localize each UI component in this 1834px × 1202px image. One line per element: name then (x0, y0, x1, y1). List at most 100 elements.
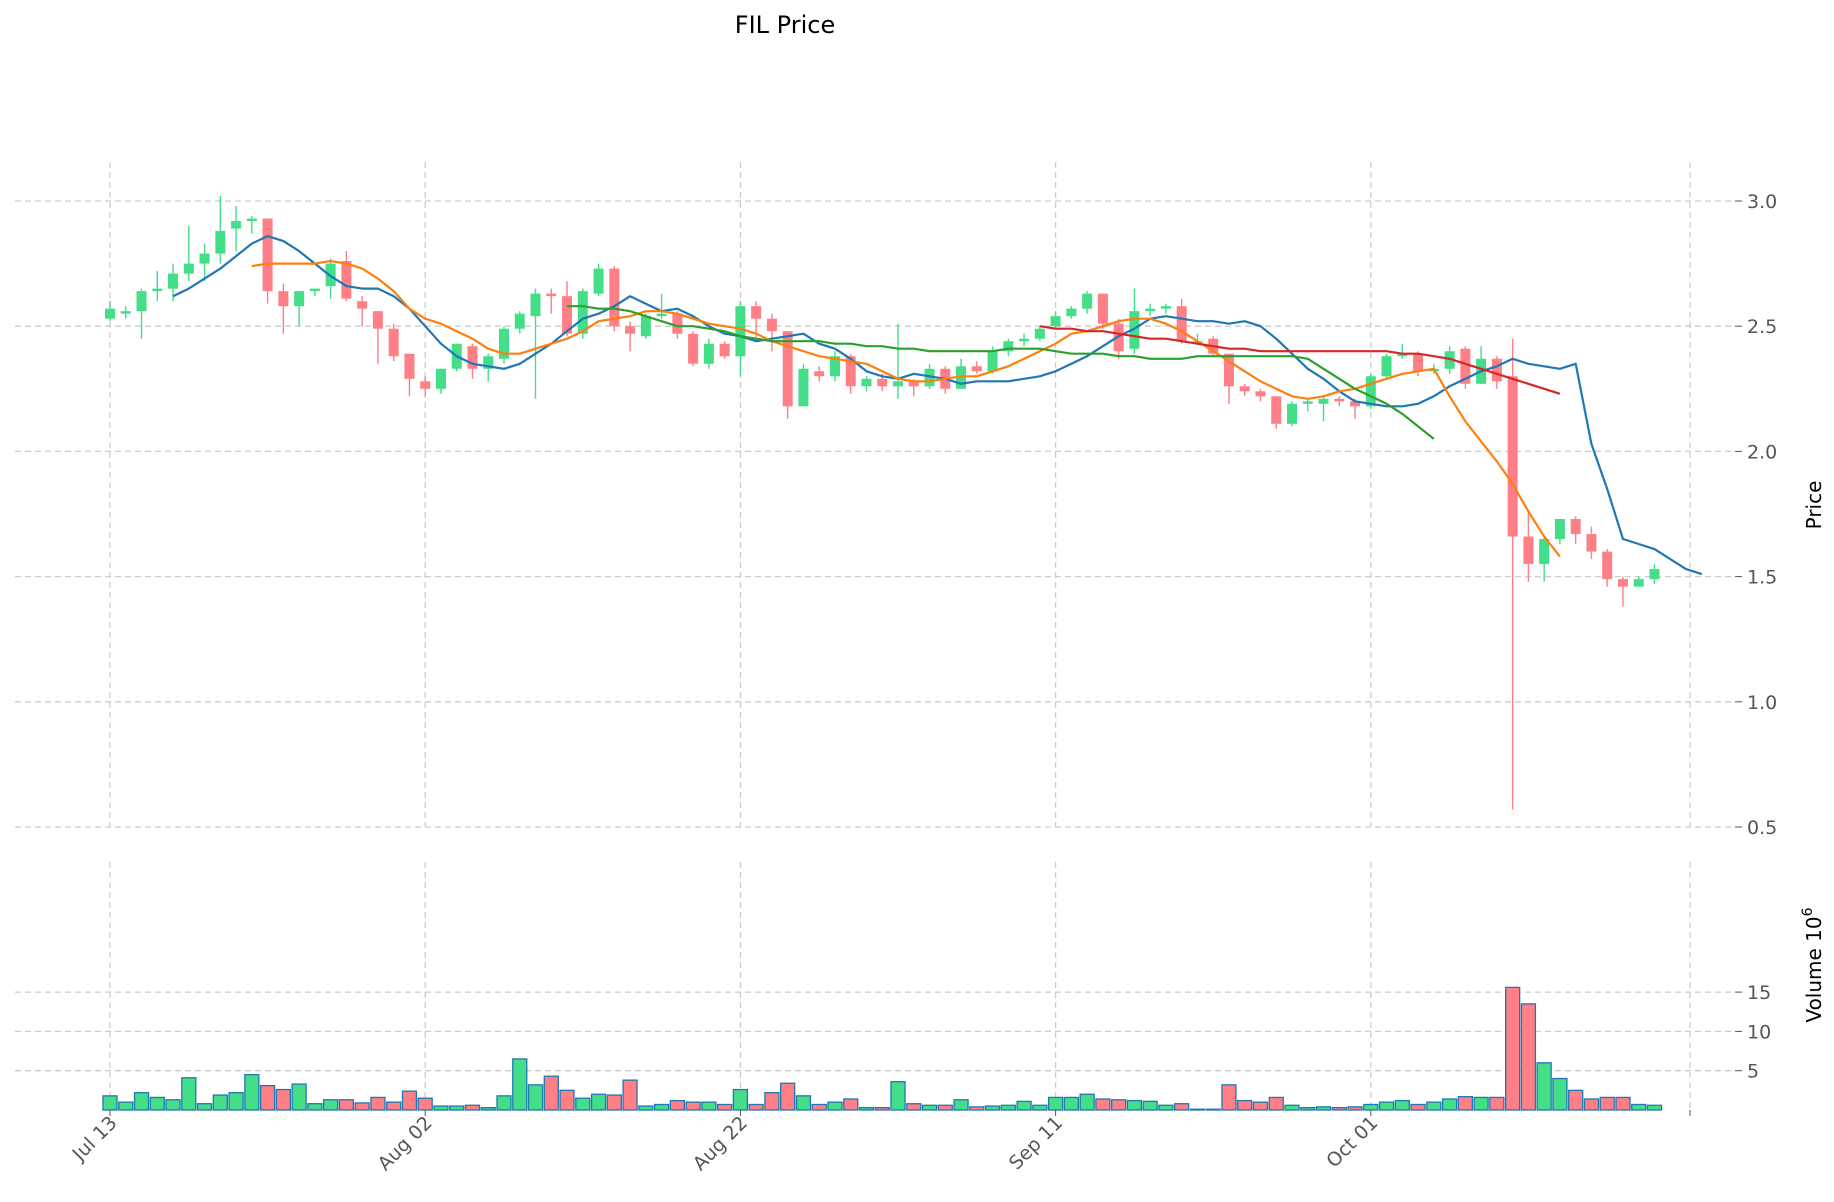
volume-bar (575, 1097, 591, 1111)
candle-body (861, 378, 872, 387)
volume-bar (1520, 1003, 1537, 1111)
volume-bar (1000, 1104, 1016, 1111)
candle-body (262, 218, 273, 292)
moving-average-layer (172, 235, 1703, 576)
candle-body (956, 366, 967, 389)
volume-bar (1631, 1103, 1647, 1111)
volume-bar (291, 1083, 307, 1111)
date-tick-label: Jul 13 (68, 1112, 122, 1166)
candle-body (1050, 316, 1061, 327)
volume-bar (1473, 1096, 1489, 1111)
volume-bar (1110, 1099, 1127, 1111)
candle-body (1350, 401, 1361, 407)
candle-body (1223, 353, 1234, 387)
candle-body (1539, 539, 1550, 565)
candle-body (1129, 311, 1140, 349)
volume-bar (1221, 1084, 1237, 1111)
volume-bar (1457, 1095, 1474, 1111)
date-tick-label: Sep 11 (1005, 1112, 1067, 1174)
volume-bar (559, 1089, 575, 1111)
candle-body (845, 356, 856, 387)
volume-bar (496, 1095, 512, 1111)
volume-bar (181, 1077, 197, 1111)
volume-bar (480, 1106, 496, 1111)
candle-body (1602, 551, 1613, 580)
price-axis-label: Price (1802, 481, 1826, 530)
candle-body (136, 291, 147, 312)
volume-bar (165, 1099, 181, 1111)
candle-body (357, 301, 368, 309)
candle-body (751, 306, 762, 319)
volume-bar (449, 1105, 465, 1111)
price-tick-label: 0.5 (1747, 817, 1777, 839)
volume-bar (874, 1106, 890, 1111)
volume-bar (1142, 1100, 1158, 1111)
candle-body (530, 293, 541, 317)
candle-body (1019, 338, 1030, 342)
volume-bar (196, 1103, 213, 1111)
volume-bar (1174, 1103, 1190, 1111)
volume-axis-label-text: Volume (1802, 948, 1826, 1022)
volume-tick-label: 10 (1747, 1021, 1771, 1043)
moving-average-line (172, 235, 1703, 576)
date-tick-label: Aug 22 (689, 1112, 752, 1175)
candle-body (1145, 308, 1156, 312)
candle-body (609, 268, 620, 327)
volume-bar (606, 1094, 622, 1111)
volume-bar (622, 1079, 638, 1111)
candle-body (309, 288, 320, 292)
volume-axis-label: Volume 106 (1800, 907, 1826, 1022)
candle-body (924, 368, 935, 387)
candle-body (1160, 306, 1171, 309)
candle-body (814, 371, 825, 377)
volume-bar (1552, 1077, 1568, 1111)
candle-body (1287, 403, 1297, 424)
volume-bar (354, 1102, 370, 1111)
volume-bar (1615, 1096, 1631, 1111)
candle-body (987, 351, 998, 372)
volume-bar (1032, 1104, 1048, 1111)
candle-body (1334, 398, 1345, 402)
candle-body (1444, 351, 1455, 369)
volume-bar (1252, 1101, 1269, 1111)
candle-body (766, 318, 777, 332)
volume-bar (732, 1088, 749, 1111)
date-tick-label: Oct 01 (1322, 1112, 1382, 1172)
volume-bar (1300, 1106, 1316, 1111)
volume-bar (890, 1081, 906, 1111)
chart-title: FIL Price (735, 11, 835, 39)
volume-axis-multiplier: 10 (1802, 916, 1826, 941)
candle-body (1239, 386, 1250, 392)
candle-body (625, 326, 636, 334)
candle-body (1413, 353, 1424, 372)
candle-body (1271, 396, 1282, 424)
candle-body (499, 328, 509, 359)
candle-body (1318, 398, 1329, 404)
candle-body (798, 368, 809, 407)
candle-body (435, 368, 446, 389)
moving-average-line (251, 260, 1561, 558)
volume-bar (969, 1106, 985, 1111)
candle-body (1523, 536, 1534, 565)
candle-body (1302, 401, 1313, 404)
candle-body (593, 268, 604, 294)
price-tick-label: 2.5 (1747, 316, 1777, 338)
volume-bar (906, 1103, 922, 1111)
price-tick-label: 3.0 (1747, 191, 1777, 213)
volume-bar (1441, 1098, 1458, 1111)
moving-average-line (1039, 325, 1561, 395)
candle-body (388, 328, 399, 357)
volume-bar (307, 1103, 323, 1111)
volume-bar (748, 1103, 764, 1111)
candle-body (546, 293, 557, 297)
date-tick-label: Aug 02 (374, 1112, 437, 1175)
volume-bar (527, 1084, 544, 1111)
volume-bar (1126, 1099, 1143, 1111)
candle-body (829, 356, 840, 377)
candle-body (703, 343, 714, 364)
volume-bar (433, 1105, 449, 1111)
volume-bar (653, 1103, 670, 1111)
candle-body (1381, 356, 1392, 377)
volume-bar (1504, 986, 1521, 1111)
volume-bar (1394, 1099, 1410, 1111)
